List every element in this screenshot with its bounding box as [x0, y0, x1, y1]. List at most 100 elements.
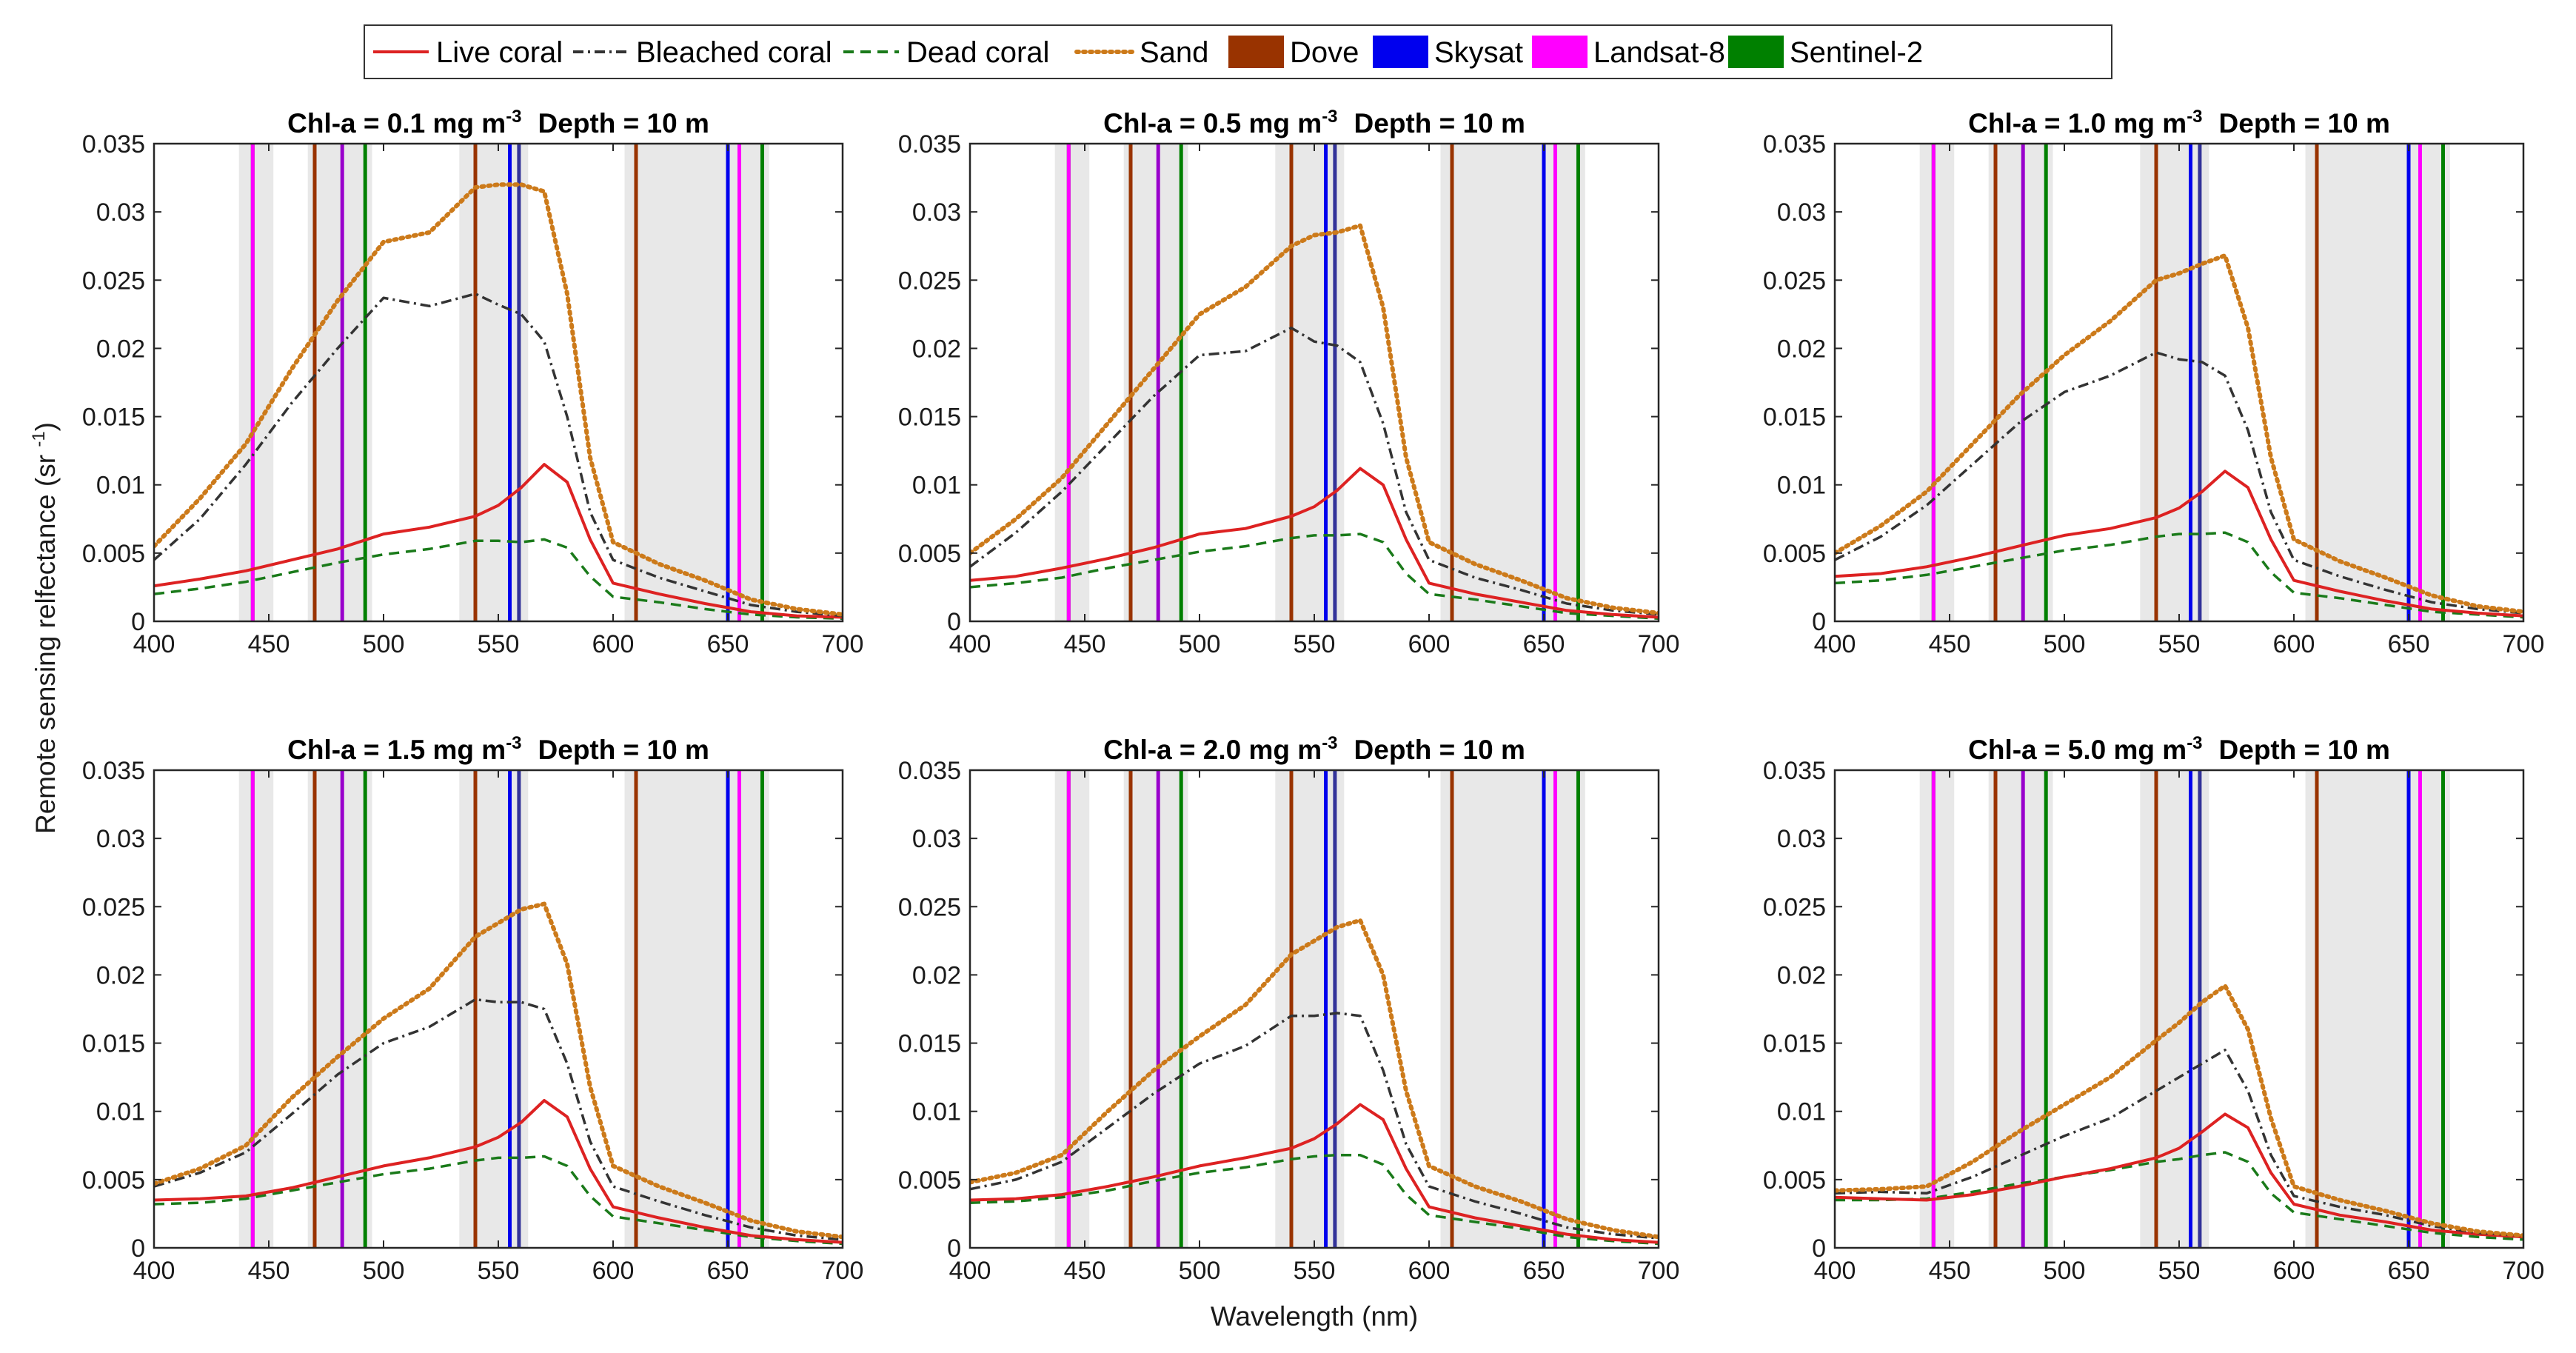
band-shade-0 [238, 770, 274, 1248]
x-tick-label: 500 [2044, 1257, 2086, 1285]
y-tick-label: 0.035 [898, 130, 961, 158]
x-tick-label: 400 [133, 1257, 175, 1285]
band-shade-0 [1054, 770, 1090, 1248]
plot-content [1835, 770, 2523, 1248]
panel-title-depth: Depth = 10 m [538, 108, 709, 138]
series-bleached-coral [970, 1012, 1659, 1240]
x-tick-label: 650 [707, 630, 749, 658]
panel-title: Chl-a = 0.5 mg m-3 Depth = 10 m [1103, 107, 1525, 138]
y-tick-label: 0.035 [898, 757, 961, 785]
band-shade-0 [1919, 770, 1955, 1248]
x-tick-label: 600 [592, 1257, 635, 1285]
band-shade-1 [307, 770, 372, 1248]
series-live-coral [970, 1103, 1659, 1244]
band-shade-0 [1054, 144, 1090, 621]
x-tick-label: 600 [2273, 630, 2315, 658]
legend-label-6: Landsat-8 [1593, 36, 1725, 69]
x-tick-label: 450 [1929, 630, 1971, 658]
y-tick-label: 0.025 [898, 893, 961, 921]
panel-title-chl: Chl-a = 5.0 mg m [1968, 735, 2187, 765]
legend-label-3: Sand [1140, 36, 1208, 69]
band-shade-2 [459, 770, 529, 1248]
y-tick-label: 0.015 [82, 1030, 145, 1058]
series-bleached-coral [154, 998, 843, 1241]
x-tick-label: 600 [2273, 1257, 2315, 1285]
y-tick-label: 0.015 [898, 404, 961, 432]
y-axis-label-paren: ) [30, 422, 61, 431]
x-tick-label: 500 [363, 630, 405, 658]
x-tick-label: 550 [1294, 1257, 1336, 1285]
x-tick-label: 400 [1814, 1257, 1856, 1285]
y-tick-label: 0 [1812, 608, 1826, 636]
series-live-coral [1835, 470, 2523, 618]
x-tick-label: 650 [1523, 1257, 1565, 1285]
panel-3: 400 450 500 550 600 650 700 0 0.005 0.01 0.015 0.02… [1763, 107, 2544, 658]
legend: Live coral Bleached coral Dead coral Sand Do… [364, 24, 2112, 79]
y-tick-label: 0 [1812, 1235, 1826, 1263]
x-tick-label: 650 [707, 1257, 749, 1285]
x-tick-label: 400 [949, 630, 991, 658]
panel-title-chl: Chl-a = 0.5 mg m [1103, 108, 1322, 138]
x-tick-label: 650 [1523, 630, 1565, 658]
x-tick-label: 400 [949, 1257, 991, 1285]
x-tick-label: 500 [363, 1257, 405, 1285]
x-tick-label: 400 [1814, 630, 1856, 658]
y-tick-label: 0.005 [1763, 540, 1826, 568]
x-tick-label: 550 [478, 630, 520, 658]
panel-title-exponent: -3 [506, 107, 521, 127]
panel-title-exponent: -3 [2187, 107, 2202, 127]
y-tick-label: 0.03 [1777, 825, 1826, 853]
band-shade-3 [1440, 144, 1585, 621]
x-tick-label: 700 [1638, 630, 1680, 658]
y-tick-label: 0.015 [82, 404, 145, 432]
y-tick-label: 0.02 [912, 335, 961, 363]
y-tick-label: 0.03 [912, 198, 961, 227]
y-tick-label: 0.01 [96, 472, 145, 500]
y-tick-label: 0.02 [1777, 335, 1826, 363]
panel-title-depth: Depth = 10 m [538, 735, 709, 765]
band-shade-3 [1440, 770, 1585, 1248]
panel-title-depth: Depth = 10 m [2219, 108, 2390, 138]
x-tick-label: 550 [2158, 630, 2201, 658]
series-live-coral [970, 467, 1659, 619]
legend-swatch-dove [1228, 36, 1284, 68]
y-tick-label: 0.005 [1763, 1166, 1826, 1195]
y-tick-label: 0 [947, 1235, 961, 1263]
panel-5: 400 450 500 550 600 650 700 0 0.005 0.01 0.015 0.02… [898, 733, 1679, 1285]
panel-4: 400 450 500 550 600 650 700 0 0.005 0.01 0.015 0.02… [82, 733, 863, 1285]
y-tick-label: 0 [131, 1235, 145, 1263]
y-tick-label: 0.005 [898, 1166, 961, 1195]
panel-title: Chl-a = 2.0 mg m-3 Depth = 10 m [1103, 733, 1525, 765]
series-sand [970, 918, 1659, 1240]
panel-title: Chl-a = 0.1 mg m-3 Depth = 10 m [287, 107, 709, 138]
band-shade-2 [1275, 770, 1345, 1248]
x-tick-label: 500 [2044, 630, 2086, 658]
panel-title-chl: Chl-a = 1.0 mg m [1968, 108, 2187, 138]
band-shade-1 [1123, 770, 1188, 1248]
panel-title-chl: Chl-a = 2.0 mg m [1103, 735, 1322, 765]
band-shade-0 [238, 144, 274, 621]
y-tick-label: 0.03 [96, 825, 145, 853]
panel-title: Chl-a = 1.5 mg m-3 Depth = 10 m [287, 733, 709, 765]
series-dead-coral [1835, 531, 2523, 619]
panel-title-exponent: -3 [1322, 107, 1337, 127]
y-axis-label-text: Remote sensing relfectance (sr [30, 447, 61, 834]
legend-swatch-skysat [1373, 36, 1428, 68]
series-dead-coral [1835, 1151, 2523, 1241]
series-live-coral [154, 463, 843, 619]
y-tick-label: 0.015 [1763, 1030, 1826, 1058]
series-sand [1835, 983, 2523, 1238]
x-tick-label: 600 [1408, 1257, 1451, 1285]
series-sand [970, 223, 1659, 615]
panel-title: Chl-a = 1.0 mg m-3 Depth = 10 m [1968, 107, 2390, 138]
y-tick-label: 0 [131, 608, 145, 636]
x-tick-label: 600 [1408, 630, 1451, 658]
legend-label-7: Sentinel-2 [1790, 36, 1923, 69]
panel-title-chl: Chl-a = 0.1 mg m [287, 108, 506, 138]
series-dead-coral [970, 532, 1659, 621]
plot-content [970, 770, 1659, 1248]
y-tick-label: 0.025 [1763, 267, 1826, 295]
series-sand [154, 182, 843, 617]
panel-2: 400 450 500 550 600 650 700 0 0.005 0.01 0.015 0.02… [898, 107, 1679, 658]
x-tick-label: 650 [2388, 1257, 2430, 1285]
